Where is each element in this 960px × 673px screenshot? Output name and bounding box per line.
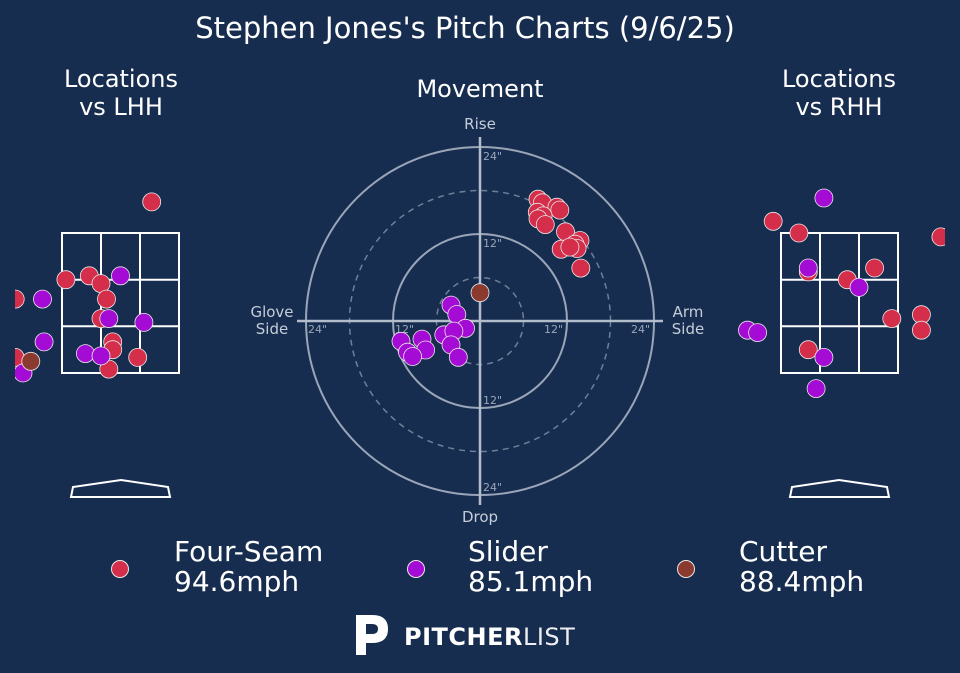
legend-speed-four-seam: 94.6mph <box>174 565 300 598</box>
rhh-points <box>738 188 945 399</box>
rhh-point-slider-12 <box>849 277 869 297</box>
movement-point-slider-26 <box>448 347 468 367</box>
axis-label-arm-2: Side <box>672 320 704 338</box>
ring-label-top-12: 12" <box>483 237 502 250</box>
rhh-point-slider-11 <box>798 258 818 278</box>
legend-speed-slider: 85.1mph <box>468 565 594 598</box>
rhh-home-plate <box>788 478 891 498</box>
movement-point-slider-24 <box>403 347 423 366</box>
rhh-point-four-seam-0 <box>763 211 783 231</box>
lhh-point-slider-17 <box>76 344 95 364</box>
lhh-point-slider-13 <box>33 289 52 309</box>
movement-point-four-seam-3 <box>550 200 570 220</box>
rhh-strike-zone <box>780 232 899 374</box>
lhh-point-slider-12 <box>111 266 130 286</box>
axis-label-rise: Rise <box>464 115 496 133</box>
rhh-point-slider-16 <box>806 379 826 399</box>
legend-pitch-slider: Slider <box>468 535 548 568</box>
movement-point-cutter-27 <box>470 283 490 303</box>
ring-label-right-24: 24" <box>631 323 650 336</box>
rhh-point-four-seam-1 <box>789 223 809 243</box>
lhh-point-four-seam-0 <box>142 192 162 212</box>
lhh-title-line1: Locations <box>64 65 178 93</box>
ring-label-top-24: 24" <box>483 150 502 163</box>
rhh-point-four-seam-7 <box>882 309 902 329</box>
lhh-point-cutter-20 <box>21 351 41 371</box>
ring-label-left-24: 24" <box>308 323 327 336</box>
legend-dot-four-seam <box>111 560 129 578</box>
movement-title: Movement <box>416 75 543 103</box>
rhh-location-panel: Locations vs RHH <box>738 65 945 498</box>
rhh-point-four-seam-8 <box>912 320 931 340</box>
legend-dot-cutter <box>677 560 695 578</box>
rhh-point-four-seam-5 <box>931 227 945 247</box>
lhh-point-slider-16 <box>34 332 54 352</box>
legend: Four-Seam 94.6mph Slider 85.1mph Cutter … <box>0 535 960 605</box>
lhh-point-slider-14 <box>99 309 119 329</box>
pitcherlist-wordmark: PITCHERLIST <box>404 623 575 651</box>
legend-pitch-four-seam: Four-Seam <box>174 535 324 568</box>
legend-dot-slider <box>407 560 425 578</box>
lhh-points <box>15 192 162 383</box>
pitcherlist-p-icon <box>356 615 388 655</box>
movement-points <box>391 189 591 367</box>
logo-word-bold: PITCHER <box>404 623 523 651</box>
lhh-point-four-seam-11 <box>15 348 25 367</box>
axis-label-arm-1: Arm <box>673 303 704 321</box>
legend-speed-cutter: 88.4mph <box>739 565 865 598</box>
movement-panel: Movement 24" 12" 12" 24" 24" 12" 12" 24"… <box>250 75 704 526</box>
movement-point-four-seam-14 <box>571 258 591 278</box>
rhh-point-slider-15 <box>814 347 834 367</box>
lhh-home-plate <box>69 478 172 498</box>
rhh-title-line2: vs RHH <box>795 93 882 121</box>
movement-point-four-seam-7 <box>535 215 555 235</box>
rhh-point-four-seam-9 <box>798 340 818 360</box>
axis-label-drop: Drop <box>462 508 498 526</box>
axis-label-glove-2: Side <box>256 320 288 338</box>
lhh-point-four-seam-1 <box>56 270 76 290</box>
lhh-point-four-seam-8 <box>128 347 148 367</box>
axis-label-glove-1: Glove <box>250 303 293 321</box>
rhh-point-slider-14 <box>748 323 767 343</box>
lhh-point-four-seam-4 <box>97 289 116 309</box>
ring-label-bottom-12: 12" <box>483 394 502 407</box>
logo-word-light: LIST <box>522 623 576 651</box>
lhh-point-four-seam-10 <box>15 289 25 309</box>
legend-pitch-cutter: Cutter <box>739 535 827 568</box>
rhh-point-four-seam-4 <box>865 258 884 278</box>
rhh-title-line1: Locations <box>782 65 896 93</box>
movement-point-four-seam-13 <box>560 237 580 257</box>
rhh-point-slider-10 <box>814 188 834 208</box>
ring-label-right-12: 12" <box>544 323 563 336</box>
lhh-title-line2: vs LHH <box>79 93 163 121</box>
chart-title: Stephen Jones's Pitch Charts (9/6/25) <box>195 11 735 45</box>
ring-label-bottom-24: 24" <box>483 481 502 494</box>
lhh-point-slider-15 <box>134 312 154 332</box>
lhh-location-panel: Locations vs LHH <box>15 65 180 498</box>
lhh-point-slider-18 <box>91 346 111 366</box>
